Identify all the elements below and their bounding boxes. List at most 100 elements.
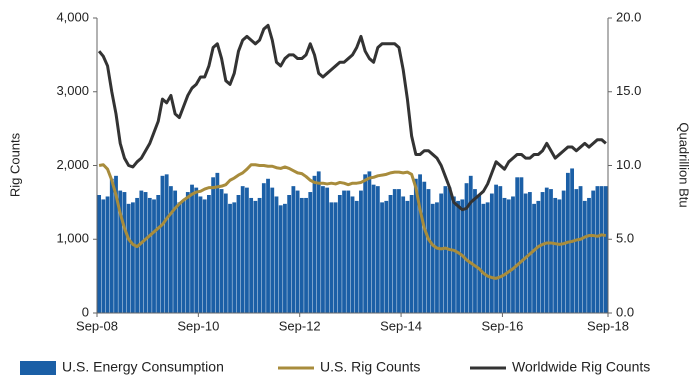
bar	[359, 190, 363, 313]
bar	[190, 184, 194, 313]
bar	[135, 197, 140, 313]
bar	[515, 177, 520, 313]
bar	[350, 196, 355, 313]
bar	[426, 189, 431, 313]
line	[98, 163, 607, 280]
bar	[599, 186, 604, 313]
bar	[122, 192, 127, 313]
bar	[392, 189, 397, 313]
bar	[468, 175, 473, 313]
bar	[181, 200, 186, 313]
bar	[287, 195, 292, 313]
bar	[249, 197, 254, 313]
bar	[502, 197, 507, 313]
bar	[114, 175, 118, 313]
bar	[409, 195, 414, 313]
bar	[346, 190, 351, 313]
bar	[519, 177, 524, 313]
bar	[561, 190, 566, 313]
lines	[97, 23, 607, 280]
bar	[266, 178, 270, 313]
bar	[223, 193, 228, 313]
bar	[194, 187, 199, 313]
y2-tick-label: 0.0	[616, 304, 634, 319]
bar	[185, 192, 190, 313]
bar	[321, 186, 325, 313]
bar	[371, 184, 376, 313]
bar	[245, 187, 249, 313]
bar	[549, 189, 553, 313]
bar	[173, 190, 178, 313]
bar	[464, 183, 469, 313]
bar	[456, 200, 460, 313]
bar	[126, 203, 131, 313]
bar	[582, 200, 587, 313]
bar	[304, 197, 308, 313]
bar	[219, 189, 224, 313]
bar	[109, 178, 114, 313]
bar	[240, 186, 245, 313]
bar	[156, 195, 161, 313]
y-tick-label: 3,000	[56, 83, 89, 98]
bar	[540, 192, 545, 313]
bar	[401, 196, 406, 313]
bar	[439, 193, 444, 313]
bar	[312, 175, 317, 313]
y2-tick-label: 10.0	[616, 157, 641, 172]
bar	[130, 202, 135, 313]
bar	[291, 186, 296, 313]
x-tick-label: Sep-10	[177, 318, 219, 333]
bar	[211, 177, 216, 313]
bar	[388, 195, 393, 313]
x-tick-label: Sep-16	[481, 318, 523, 333]
y-axis-label: Rig Counts	[7, 132, 22, 197]
bar	[363, 174, 368, 313]
bar	[489, 193, 494, 313]
bar	[536, 200, 541, 313]
bar	[308, 192, 313, 313]
bar	[498, 186, 503, 313]
y2-tick-label: 5.0	[616, 231, 634, 246]
bar	[435, 202, 439, 313]
bar	[147, 197, 152, 313]
bar	[397, 189, 401, 313]
bar	[164, 174, 169, 313]
bar	[553, 197, 558, 313]
bar	[295, 190, 300, 313]
x-tick-label: Sep-18	[587, 318, 629, 333]
bar	[591, 190, 596, 313]
bar	[207, 195, 211, 313]
bar	[595, 186, 600, 313]
y-tick-label: 4,000	[56, 9, 89, 24]
legend-label: U.S. Energy Consumption	[62, 359, 224, 375]
bar	[152, 199, 156, 313]
bar	[367, 171, 372, 313]
bar	[101, 199, 106, 313]
bar	[278, 205, 283, 313]
bar	[422, 181, 427, 313]
bar	[481, 203, 486, 313]
y-tick-label: 1,000	[56, 231, 89, 246]
bar	[342, 190, 346, 313]
bar	[578, 186, 583, 313]
y-tick-label: 2,000	[56, 157, 89, 172]
bar	[603, 186, 608, 313]
y2-tick-label: 15.0	[616, 83, 641, 98]
bar	[587, 197, 591, 313]
bar	[299, 197, 304, 313]
bar	[523, 193, 528, 313]
bar	[274, 196, 279, 313]
bar	[413, 178, 418, 313]
bar	[329, 202, 334, 313]
legend-label: Worldwide Rig Counts	[512, 359, 650, 375]
bar	[215, 172, 220, 313]
bar	[333, 202, 338, 313]
y-tick-label: 0	[82, 304, 89, 319]
y2-axis-label: Quadrillion Btu	[677, 122, 692, 207]
bar	[375, 186, 380, 313]
bar	[118, 190, 123, 313]
bar	[283, 203, 287, 313]
bar	[477, 195, 482, 313]
